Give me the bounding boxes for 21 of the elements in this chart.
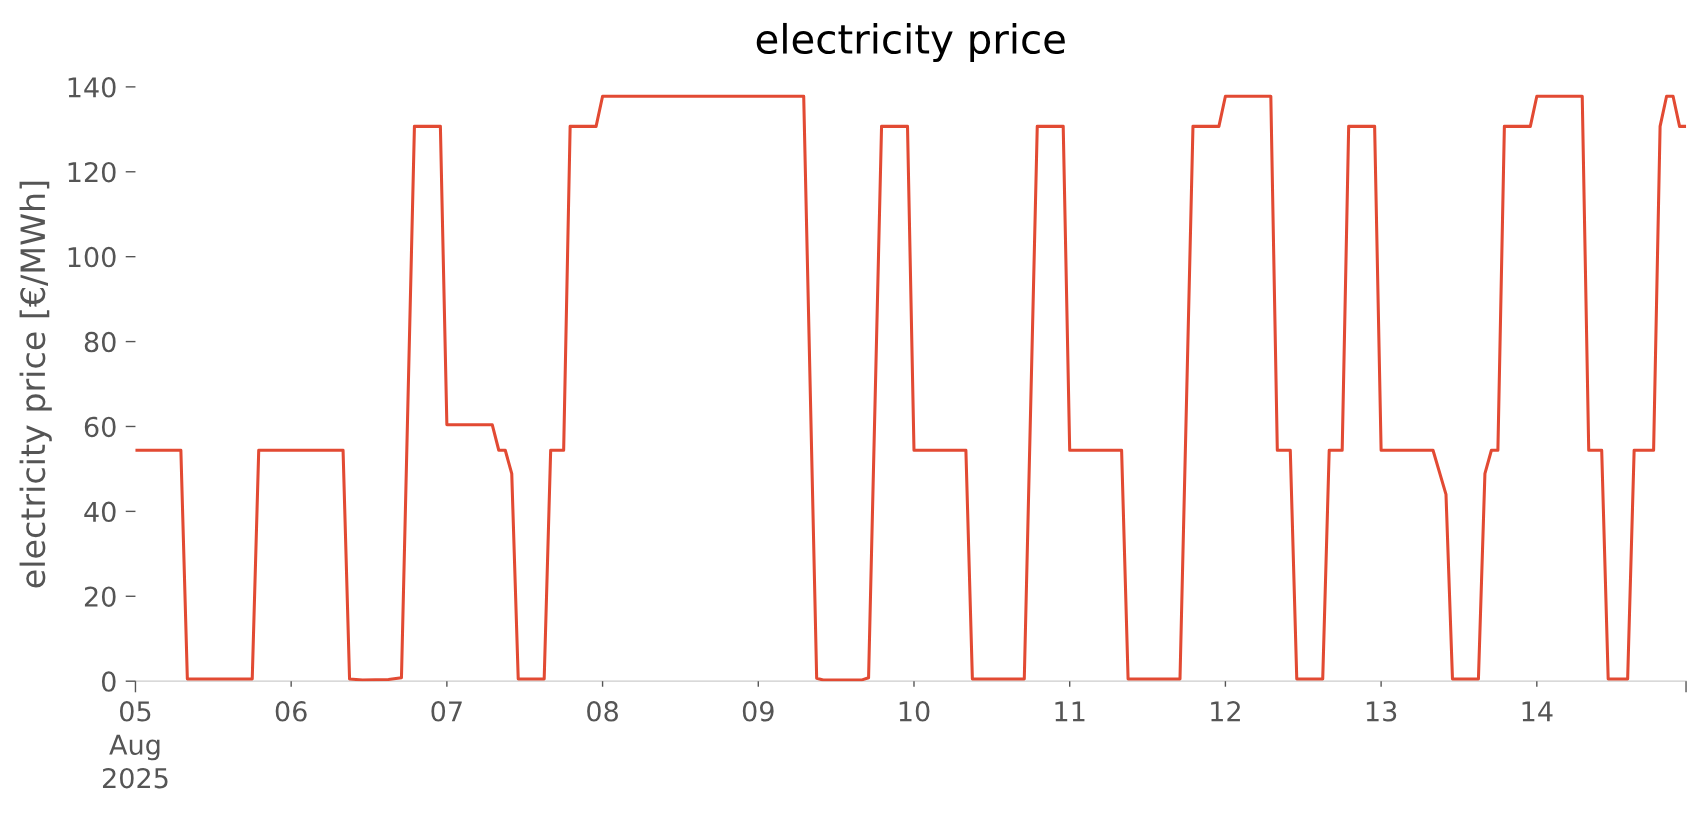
x-tick-label: 07 bbox=[431, 701, 462, 722]
y-tick-label: 60 bbox=[84, 416, 116, 438]
x-tick-label: 05 Aug 2025 bbox=[102, 701, 168, 789]
y-tick-label: 100 bbox=[68, 246, 116, 268]
x-tick-label: 10 bbox=[899, 701, 930, 722]
y-axis-title: electricity price [€/MWh] bbox=[19, 181, 52, 588]
y-tick-label: 20 bbox=[84, 586, 116, 607]
x-tick-label: 11 bbox=[1055, 701, 1085, 722]
x-tick-label: 08 bbox=[587, 701, 618, 722]
y-tick-label: 0 bbox=[101, 671, 116, 692]
x-tick-label: 12 bbox=[1211, 701, 1240, 722]
y-tick-label: 120 bbox=[68, 161, 116, 183]
chart-title: electricity price bbox=[756, 22, 1065, 62]
x-tick-label: 14 bbox=[1522, 701, 1553, 722]
y-tick-label: 40 bbox=[84, 501, 116, 523]
x-tick-label: 09 bbox=[742, 701, 774, 722]
y-tick-label: 140 bbox=[68, 77, 116, 98]
line-series bbox=[135, 94, 1687, 682]
y-tick-label: 80 bbox=[84, 331, 116, 353]
x-tick-label: 13 bbox=[1366, 701, 1397, 722]
x-tick-label: 06 bbox=[275, 701, 307, 722]
